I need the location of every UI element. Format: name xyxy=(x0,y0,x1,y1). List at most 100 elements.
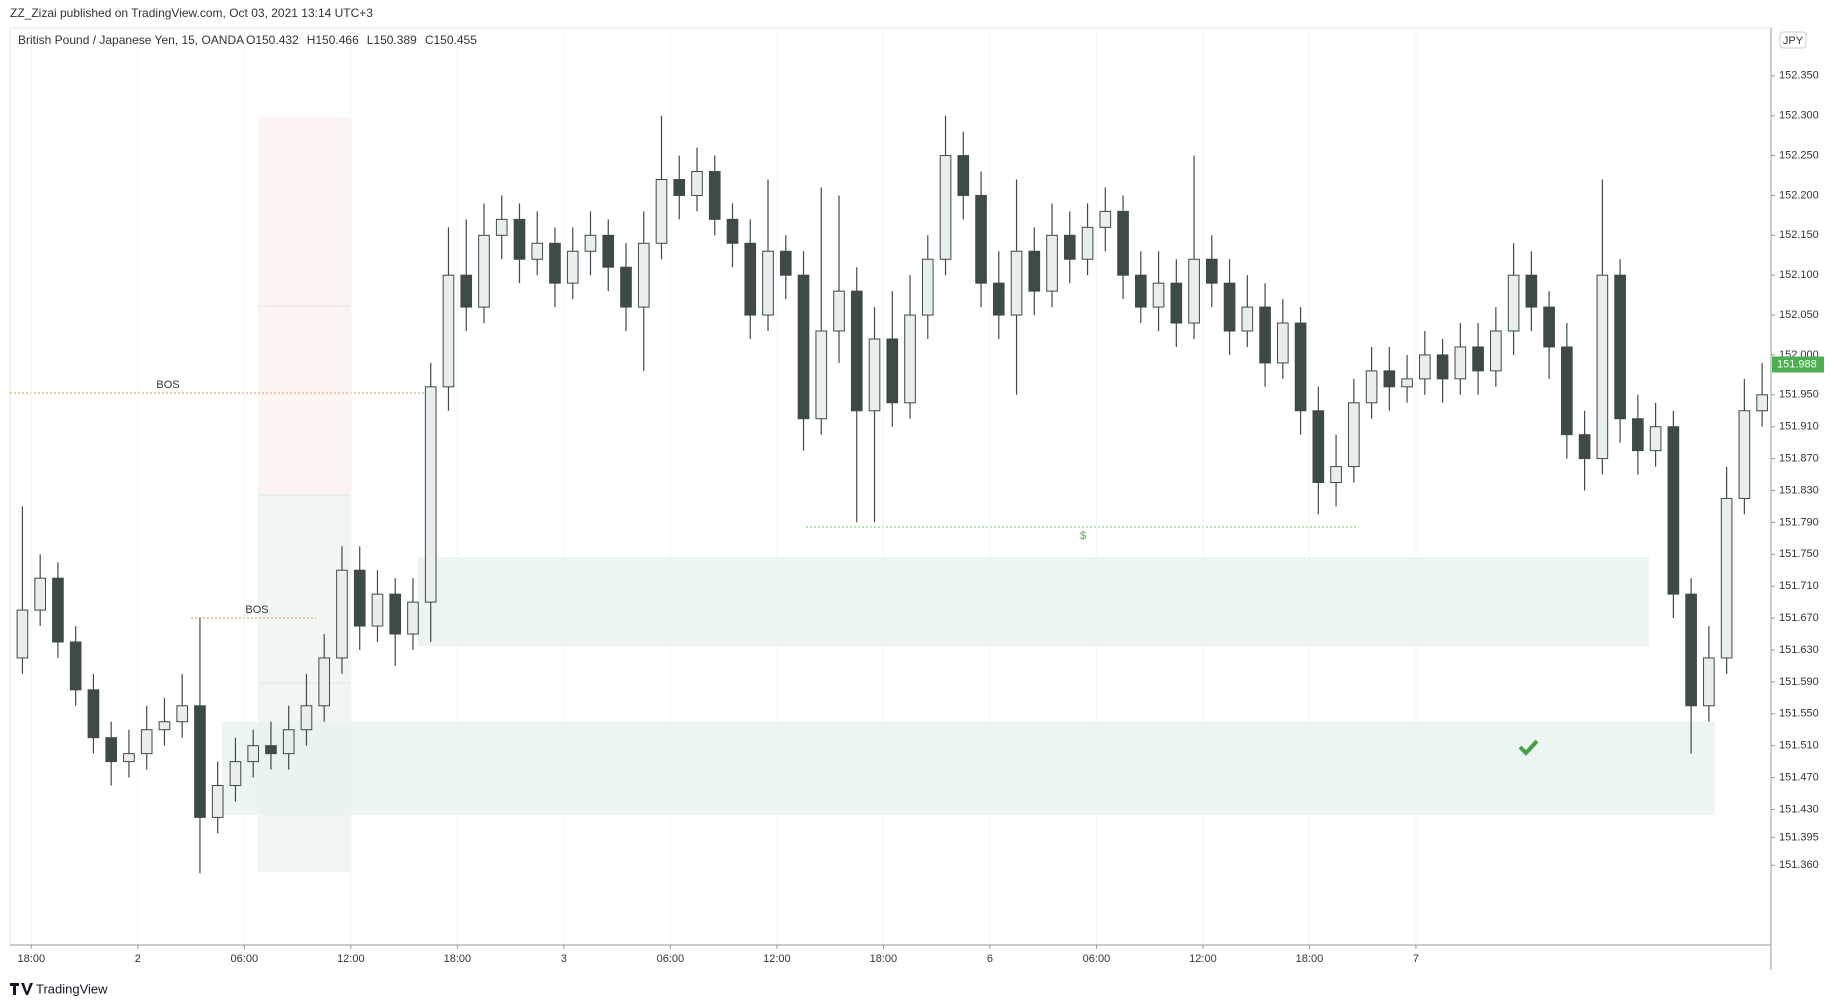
candle-body xyxy=(602,234,615,268)
x-tick-label: 3 xyxy=(561,953,567,965)
candle-body xyxy=(513,218,526,260)
y-tick-label: 152.300 xyxy=(1779,110,1819,122)
candle-body xyxy=(1170,282,1183,324)
zone xyxy=(418,557,1649,646)
x-tick-label: 7 xyxy=(1413,953,1419,965)
candle-body xyxy=(708,171,721,220)
candle-body xyxy=(1543,306,1555,348)
checkmark xyxy=(1518,739,1539,756)
candle-body xyxy=(957,155,970,196)
candle-body xyxy=(1259,306,1271,364)
candle-body xyxy=(282,729,295,755)
y-tick-label: 151.670 xyxy=(1779,612,1819,624)
candle-body xyxy=(1241,306,1254,332)
candle-body xyxy=(1419,354,1431,380)
y-tick-label: 151.590 xyxy=(1779,676,1819,688)
candle-body xyxy=(318,657,331,707)
candle-body xyxy=(460,274,473,308)
candle-body xyxy=(389,593,402,635)
candle-body xyxy=(549,242,561,284)
candle-body xyxy=(1028,250,1041,292)
candle-body xyxy=(1738,410,1751,499)
candle-body xyxy=(921,258,934,316)
candle-body xyxy=(353,569,366,627)
x-tick-label: 06:00 xyxy=(657,953,685,965)
y-tick-label: 151.750 xyxy=(1779,548,1819,560)
candle-body xyxy=(52,577,64,643)
candle-body xyxy=(1614,274,1626,420)
candle-body xyxy=(34,577,47,611)
candle-body xyxy=(691,171,703,196)
candle-body xyxy=(407,601,419,635)
ohlc-value: C150.455 xyxy=(425,33,477,47)
y-tick-label: 151.830 xyxy=(1779,484,1819,496)
x-tick-label: 12:00 xyxy=(763,953,791,965)
y-tick-label: 151.790 xyxy=(1779,516,1819,528)
x-tick-label: 6 xyxy=(987,953,993,965)
y-tick-label: 151.395 xyxy=(1779,831,1819,843)
x-tick-label: 2 xyxy=(135,953,141,965)
candle-body xyxy=(1099,210,1112,228)
x-tick-label: 18:00 xyxy=(18,953,46,965)
candle-body xyxy=(1188,258,1200,324)
candle-body xyxy=(265,745,277,755)
candle-body xyxy=(1685,593,1697,707)
ohlc-legend: O150.432 H150.466 L150.389 C150.455 xyxy=(246,33,477,47)
candle-body xyxy=(16,609,29,659)
candle-body xyxy=(975,194,987,284)
y-tick-label: 151.550 xyxy=(1779,708,1819,720)
bos-label: BOS xyxy=(245,604,268,616)
y-tick-label: 151.710 xyxy=(1779,580,1819,592)
candle-body xyxy=(779,250,792,276)
candle-body xyxy=(1525,274,1538,308)
candle-body xyxy=(797,274,810,420)
candle-body xyxy=(1756,394,1768,412)
candle-body xyxy=(584,234,597,252)
candle-body xyxy=(1276,322,1289,364)
y-tick-label: 152.350 xyxy=(1779,70,1819,82)
candle-body xyxy=(939,155,952,260)
candle-body xyxy=(158,721,171,731)
candle-body xyxy=(87,689,100,739)
candle-body xyxy=(566,250,579,284)
last-price-box xyxy=(1772,356,1824,373)
x-tick-label: 06:00 xyxy=(231,953,259,965)
candle-body xyxy=(1472,346,1484,372)
candle-body xyxy=(1703,657,1715,707)
x-tick-label: 12:00 xyxy=(1189,953,1217,965)
y-tick-label: 152.200 xyxy=(1779,189,1819,201)
y-tick-label: 151.470 xyxy=(1779,771,1819,783)
candle-body xyxy=(868,338,881,412)
candle-body xyxy=(1436,354,1449,380)
currency[interactable]: JPY xyxy=(1783,35,1804,47)
candle-body xyxy=(1081,226,1094,260)
candle-body xyxy=(424,386,437,603)
y-tick-label: 152.250 xyxy=(1779,149,1819,161)
candle-body xyxy=(229,761,242,787)
y-tick-label: 151.870 xyxy=(1779,452,1819,464)
candle-body xyxy=(1348,402,1360,468)
candle-body xyxy=(992,282,1005,316)
y-tick-label: 151.950 xyxy=(1779,389,1819,401)
candle-body xyxy=(762,250,774,316)
candle-body xyxy=(1010,250,1023,316)
candle-body xyxy=(1667,426,1680,595)
ohlc-value: L150.389 xyxy=(367,33,417,47)
candle-body xyxy=(1134,274,1147,308)
candle-body xyxy=(176,705,189,723)
candle-body xyxy=(336,569,348,659)
y-tick-label: 151.510 xyxy=(1779,740,1819,752)
y-tick-label: 151.630 xyxy=(1779,644,1819,656)
axes: 18:00 2 06:00 12:00 18:00 3 06:00 12:00 18:00 6 06… xyxy=(18,70,1824,965)
candle-body xyxy=(123,753,135,763)
candle-body xyxy=(1454,346,1467,380)
candles xyxy=(16,115,1768,874)
candle-body xyxy=(1117,210,1129,276)
brand-logo xyxy=(10,983,33,995)
candle-body xyxy=(1365,370,1378,404)
currency-box[interactable] xyxy=(1779,31,1807,49)
candle-body xyxy=(140,729,153,755)
candle-body xyxy=(904,314,916,404)
